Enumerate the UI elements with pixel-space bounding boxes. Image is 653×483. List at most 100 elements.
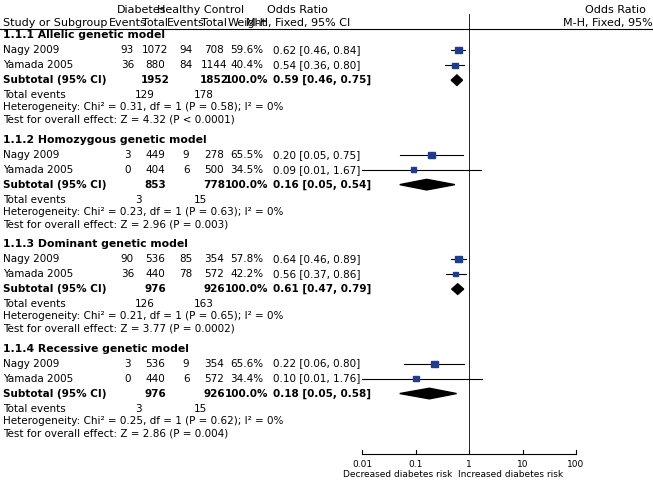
- Text: 1.1.4 Recessive genetic model: 1.1.4 Recessive genetic model: [3, 343, 189, 354]
- Text: 1852: 1852: [200, 75, 229, 85]
- Text: Yamada 2005: Yamada 2005: [3, 373, 74, 384]
- Text: 93: 93: [121, 45, 134, 55]
- Text: 36: 36: [121, 60, 134, 70]
- Text: 1.1.2 Homozygous genetic model: 1.1.2 Homozygous genetic model: [3, 135, 207, 145]
- Text: 0.61 [0.47, 0.79]: 0.61 [0.47, 0.79]: [273, 284, 371, 294]
- Text: 0.62 [0.46, 0.84]: 0.62 [0.46, 0.84]: [273, 45, 360, 55]
- Text: Subtotal (95% CI): Subtotal (95% CI): [3, 388, 106, 398]
- Text: Heterogeneity: Chi² = 0.25, df = 1 (P = 0.62); I² = 0%: Heterogeneity: Chi² = 0.25, df = 1 (P = …: [3, 416, 283, 426]
- Text: 126: 126: [135, 299, 155, 309]
- Text: Heterogeneity: Chi² = 0.31, df = 1 (P = 0.58); I² = 0%: Heterogeneity: Chi² = 0.31, df = 1 (P = …: [3, 102, 283, 113]
- Text: 100.0%: 100.0%: [225, 75, 268, 85]
- Text: 57.8%: 57.8%: [231, 254, 263, 264]
- FancyBboxPatch shape: [411, 167, 416, 172]
- Text: 10: 10: [517, 460, 528, 469]
- Text: Heterogeneity: Chi² = 0.21, df = 1 (P = 0.65); I² = 0%: Heterogeneity: Chi² = 0.21, df = 1 (P = …: [3, 312, 283, 321]
- Text: 6: 6: [183, 165, 189, 175]
- Text: 880: 880: [146, 60, 165, 70]
- Text: 976: 976: [144, 284, 167, 294]
- Text: Total events: Total events: [3, 299, 66, 309]
- Text: 0.59 [0.46, 0.75]: 0.59 [0.46, 0.75]: [273, 75, 371, 85]
- Text: M-H, Fixed, 95% CI: M-H, Fixed, 95% CI: [246, 18, 350, 28]
- Text: 94: 94: [180, 45, 193, 55]
- Text: Nagy 2009: Nagy 2009: [3, 45, 59, 55]
- Text: 1072: 1072: [142, 45, 168, 55]
- Text: 15: 15: [194, 403, 207, 413]
- Text: Subtotal (95% CI): Subtotal (95% CI): [3, 75, 106, 85]
- Text: Total events: Total events: [3, 403, 66, 413]
- Text: Yamada 2005: Yamada 2005: [3, 165, 74, 175]
- Text: Test for overall effect: Z = 3.77 (P = 0.0002): Test for overall effect: Z = 3.77 (P = 0…: [3, 324, 235, 334]
- Text: 536: 536: [146, 358, 165, 369]
- FancyBboxPatch shape: [428, 152, 436, 157]
- Text: 78: 78: [180, 269, 193, 279]
- Text: Yamada 2005: Yamada 2005: [3, 60, 74, 70]
- Text: 100.0%: 100.0%: [225, 284, 268, 294]
- Text: 1144: 1144: [201, 60, 227, 70]
- FancyBboxPatch shape: [453, 272, 458, 276]
- Text: 3: 3: [135, 195, 142, 205]
- Text: 0.64 [0.46, 0.89]: 0.64 [0.46, 0.89]: [273, 254, 360, 264]
- Text: Weight: Weight: [227, 18, 266, 28]
- Text: Events: Events: [167, 18, 205, 28]
- Text: 65.6%: 65.6%: [231, 358, 263, 369]
- Polygon shape: [400, 388, 456, 399]
- Text: 34.4%: 34.4%: [231, 373, 263, 384]
- Text: 440: 440: [146, 269, 165, 279]
- Text: 0.20 [0.05, 0.75]: 0.20 [0.05, 0.75]: [273, 150, 360, 160]
- Text: 15: 15: [194, 195, 207, 205]
- FancyBboxPatch shape: [454, 47, 462, 53]
- Text: 354: 354: [204, 358, 224, 369]
- Text: Increased diabetes risk: Increased diabetes risk: [458, 470, 564, 480]
- FancyBboxPatch shape: [455, 256, 462, 262]
- Text: 34.5%: 34.5%: [231, 165, 263, 175]
- Text: 65.5%: 65.5%: [231, 150, 263, 160]
- Text: 778: 778: [203, 180, 225, 190]
- Text: 9: 9: [183, 358, 189, 369]
- Text: Odds Ratio: Odds Ratio: [585, 5, 646, 15]
- Text: 85: 85: [180, 254, 193, 264]
- Text: 278: 278: [204, 150, 224, 160]
- Text: Decreased diabetes risk: Decreased diabetes risk: [343, 470, 452, 480]
- Text: 449: 449: [146, 150, 165, 160]
- Text: 354: 354: [204, 254, 224, 264]
- Text: 853: 853: [144, 180, 167, 190]
- Text: Subtotal (95% CI): Subtotal (95% CI): [3, 180, 106, 190]
- Text: Total: Total: [201, 18, 227, 28]
- Text: Odds Ratio: Odds Ratio: [267, 5, 328, 15]
- Text: Nagy 2009: Nagy 2009: [3, 358, 59, 369]
- Text: 3: 3: [124, 358, 131, 369]
- Text: 100.0%: 100.0%: [225, 388, 268, 398]
- Text: Test for overall effect: Z = 2.96 (P = 0.003): Test for overall effect: Z = 2.96 (P = 0…: [3, 219, 229, 229]
- Text: 500: 500: [204, 165, 224, 175]
- Text: 84: 84: [180, 60, 193, 70]
- Text: Total events: Total events: [3, 195, 66, 205]
- Text: Total events: Total events: [3, 90, 66, 100]
- Text: 572: 572: [204, 269, 224, 279]
- Text: Test for overall effect: Z = 2.86 (P = 0.004): Test for overall effect: Z = 2.86 (P = 0…: [3, 428, 229, 438]
- Text: 976: 976: [144, 388, 167, 398]
- Text: 1952: 1952: [141, 75, 170, 85]
- Text: Events: Events: [108, 18, 146, 28]
- Text: 0.09 [0.01, 1.67]: 0.09 [0.01, 1.67]: [273, 165, 360, 175]
- Text: 536: 536: [146, 254, 165, 264]
- Text: 59.6%: 59.6%: [231, 45, 263, 55]
- Text: 926: 926: [203, 388, 225, 398]
- Text: 926: 926: [203, 284, 225, 294]
- Text: 163: 163: [194, 299, 214, 309]
- Text: 1: 1: [466, 460, 472, 469]
- Text: Study or Subgroup: Study or Subgroup: [3, 18, 108, 28]
- Text: Subtotal (95% CI): Subtotal (95% CI): [3, 284, 106, 294]
- Text: Nagy 2009: Nagy 2009: [3, 254, 59, 264]
- Text: 40.4%: 40.4%: [231, 60, 263, 70]
- Text: 1.1.3 Dominant genetic model: 1.1.3 Dominant genetic model: [3, 239, 188, 249]
- Text: 404: 404: [146, 165, 165, 175]
- FancyBboxPatch shape: [452, 63, 458, 68]
- Text: 440: 440: [146, 373, 165, 384]
- Text: 3: 3: [124, 150, 131, 160]
- Text: 1.1.1 Allelic genetic model: 1.1.1 Allelic genetic model: [3, 30, 165, 40]
- FancyBboxPatch shape: [430, 361, 438, 367]
- Polygon shape: [400, 179, 455, 190]
- Text: 0.22 [0.06, 0.80]: 0.22 [0.06, 0.80]: [273, 358, 360, 369]
- Text: 0: 0: [124, 165, 131, 175]
